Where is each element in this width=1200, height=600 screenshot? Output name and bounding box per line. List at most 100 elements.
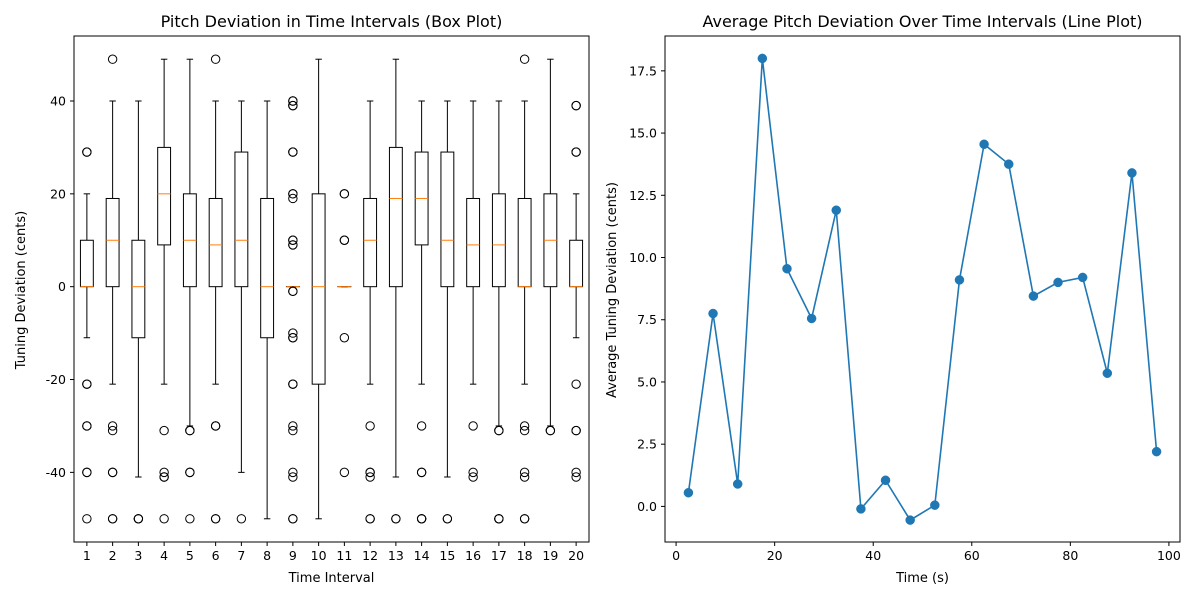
box-x-tick-label: 9	[289, 548, 297, 563]
box-group-6	[208, 54, 223, 524]
box-flier	[339, 467, 350, 478]
box-flier	[545, 425, 556, 436]
box-flier	[365, 514, 375, 524]
average-deviation-point	[757, 53, 768, 64]
box-flier	[288, 235, 298, 245]
box-flier	[288, 96, 298, 106]
box-group-1	[79, 147, 94, 524]
box-x-tick-label: 12	[362, 548, 378, 563]
box-group-8	[260, 100, 275, 520]
line-x-tick-label: 20	[767, 548, 783, 563]
line-plot-marks	[683, 53, 1162, 525]
box-x-tick-label: 7	[237, 548, 245, 563]
box-flier	[571, 472, 581, 482]
box-plot-panel: Pitch Deviation in Time Intervals (Box P…	[14, 12, 590, 586]
box-flier	[159, 467, 169, 478]
box-flier	[416, 467, 427, 478]
box-flier	[133, 514, 144, 524]
box-flier	[159, 514, 169, 524]
line-y-tick-label: 10.0	[629, 250, 657, 265]
box-flier	[210, 54, 221, 64]
box-flier	[468, 421, 478, 431]
average-deviation-point	[782, 263, 792, 274]
average-deviation-point	[954, 275, 965, 285]
average-deviation-point	[683, 487, 694, 498]
box-flier	[365, 472, 375, 482]
box-x-tick-label: 18	[517, 548, 533, 563]
box-flier	[82, 467, 92, 478]
average-deviation-point	[806, 313, 817, 324]
average-deviation-point	[1127, 168, 1137, 178]
average-deviation-point	[1102, 368, 1113, 379]
box-flier	[519, 514, 530, 524]
box-iqr	[105, 197, 120, 288]
box-x-tick-label: 4	[160, 548, 168, 563]
average-deviation-point	[708, 308, 718, 319]
box-flier	[519, 467, 530, 478]
box-group-17	[491, 100, 506, 524]
box-flier	[288, 467, 298, 478]
box-group-10	[311, 58, 326, 520]
box-x-tick-label: 2	[109, 548, 117, 563]
box-flier	[288, 240, 298, 250]
box-flier	[288, 421, 298, 431]
average-deviation-line	[687, 58, 1158, 522]
box-flier	[288, 147, 298, 157]
box-group-14	[414, 100, 429, 524]
box-group-2	[105, 54, 120, 524]
box-x-tick-label: 20	[568, 548, 584, 563]
box-x-tick-label: 15	[439, 548, 455, 563]
box-iqr	[466, 197, 481, 288]
box-group-5	[182, 58, 197, 524]
box-flier	[288, 328, 298, 338]
line-x-tick-label: 0	[672, 548, 680, 563]
box-flier	[416, 421, 427, 431]
box-group-4	[157, 58, 172, 524]
box-flier	[519, 425, 530, 436]
line-x-tick-label: 100	[1157, 548, 1181, 563]
box-flier	[107, 425, 118, 436]
box-iqr	[208, 197, 223, 288]
line-y-tick-label: 0.0	[637, 499, 657, 514]
average-deviation-point	[1053, 277, 1063, 288]
box-group-15	[440, 100, 455, 524]
box-x-tick-label: 8	[263, 548, 271, 563]
average-deviation-point	[856, 504, 866, 514]
box-flier	[288, 514, 298, 524]
average-deviation-point	[1077, 272, 1088, 283]
box-flier	[82, 379, 92, 389]
average-deviation-point	[979, 139, 989, 150]
box-group-12	[363, 100, 378, 524]
box-group-13	[388, 58, 403, 524]
box-x-tick-label: 1	[83, 548, 91, 563]
box-flier	[571, 425, 581, 436]
box-iqr	[363, 197, 378, 288]
box-flier	[442, 514, 453, 524]
average-deviation-point	[880, 475, 891, 486]
box-flier	[82, 421, 92, 431]
box-x-tick-label: 17	[491, 548, 507, 563]
box-flier	[365, 467, 375, 478]
box-flier	[365, 421, 375, 431]
box-flier	[571, 467, 581, 478]
box-group-9	[285, 96, 300, 524]
box-x-tick-label: 5	[186, 548, 194, 563]
line-plot-title: Average Pitch Deviation Over Time Interv…	[702, 12, 1142, 31]
average-deviation-point	[1028, 291, 1039, 301]
box-flier	[107, 514, 118, 524]
box-flier	[339, 333, 350, 343]
average-deviation-point	[831, 205, 842, 215]
box-flier	[185, 514, 195, 524]
box-flier	[339, 189, 350, 199]
box-flier	[468, 467, 478, 478]
box-iqr	[517, 197, 532, 288]
box-flier	[210, 421, 221, 431]
line-plot-ticks: 0.0 2.5 5.0 7.5 10.0 12.5 15.0 17.5 0 20 40 60 80 100	[629, 63, 1181, 563]
box-iqr	[79, 239, 94, 288]
box-iqr	[569, 239, 584, 288]
box-x-tick-label: 14	[414, 548, 430, 563]
box-iqr	[491, 193, 506, 288]
box-flier	[416, 514, 427, 524]
